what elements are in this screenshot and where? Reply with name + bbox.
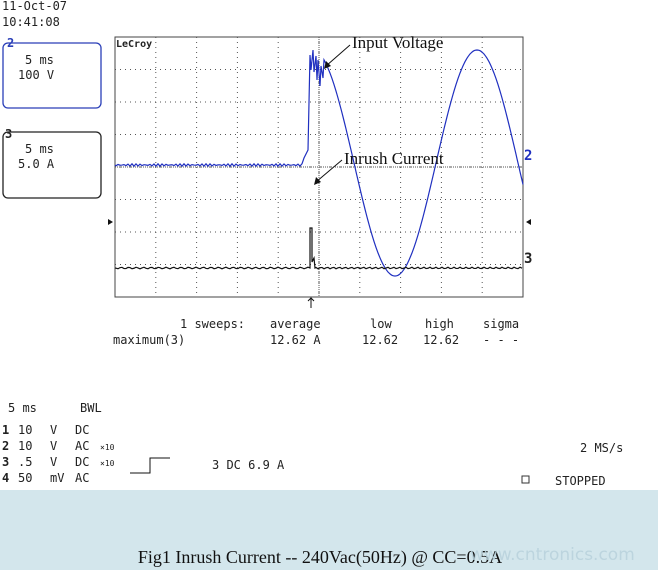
brand: LeCroy <box>116 39 152 50</box>
settings: 1 10 V DC 2 10 V AC ×10 3 .5 V DC ×10 4 50 mV AC <box>2 423 115 485</box>
timebase: 5 ms <box>25 142 54 156</box>
date: 11-Oct-07 <box>2 0 67 13</box>
current-trace <box>114 227 523 270</box>
graticule <box>114 36 524 298</box>
scale: 5.0 A <box>18 157 55 171</box>
channel-setting: 10 <box>18 439 32 453</box>
scale: 100 V <box>18 68 54 82</box>
voltage-trace <box>114 49 524 277</box>
channel-number: 3 <box>5 127 12 141</box>
timebase: 5 ms <box>25 53 54 67</box>
channel-setting: ×10 <box>100 459 115 468</box>
bandwidth: BWL <box>80 401 102 415</box>
trace-marker: 2 <box>524 148 532 164</box>
stat-header: average <box>270 317 321 331</box>
channel-setting: 4 <box>2 471 9 485</box>
annotation-arrow <box>315 159 343 183</box>
stat-value: - - - <box>483 333 519 347</box>
channel-setting: DC <box>75 455 89 469</box>
trigger-edge <box>130 457 170 474</box>
channel-setting: mV <box>50 471 64 485</box>
stat-value: maximum(3) <box>113 333 185 347</box>
stat-header: high <box>425 317 454 331</box>
channel-setting: 2 <box>2 439 9 453</box>
annotation-arrow <box>325 44 351 67</box>
channel-box <box>2 131 102 199</box>
arrow-head <box>314 177 321 185</box>
channel-number: 2 <box>7 36 14 50</box>
channel-box <box>2 42 102 109</box>
trace-marker: 3 <box>524 251 532 267</box>
annotation: Input Voltage <box>352 33 443 52</box>
channel-setting: 50 <box>18 471 32 485</box>
status: STOPPED <box>555 474 606 488</box>
stat-header: low <box>370 317 392 331</box>
stat-value: 12.62 <box>362 333 398 347</box>
channel-setting: AC <box>75 471 89 485</box>
level-marker <box>108 219 113 225</box>
sample-rate: 2 MS/s <box>580 441 623 455</box>
caption: Fig1 Inrush Current -- 240Vac(50Hz) @ CC… <box>138 547 502 568</box>
level-marker <box>526 219 531 225</box>
channel-setting: 1 <box>2 423 9 437</box>
timebase: 5 ms <box>8 401 37 415</box>
channel-setting: V <box>50 439 57 453</box>
time: 10:41:08 <box>2 15 60 29</box>
stat-value: 12.62 <box>423 333 459 347</box>
watermark: www.cntronics.com <box>470 545 635 565</box>
stat-header: 1 sweeps: <box>180 317 245 331</box>
stat-header: sigma <box>483 317 519 331</box>
annotation: Inrush Current <box>344 149 444 168</box>
trigger: 3 DC 6.9 A <box>212 458 285 472</box>
channel-setting: 3 <box>2 455 9 469</box>
channel-setting: .5 <box>18 455 32 469</box>
trigger-position <box>307 297 315 308</box>
channel-setting: V <box>50 423 57 437</box>
channel-setting: V <box>50 455 57 469</box>
arrow-head <box>324 61 331 69</box>
channel-setting: 10 <box>18 423 32 437</box>
statistics: 1 sweeps: average low high sigma maximum(3) 12… <box>113 317 519 347</box>
channel-setting: DC <box>75 423 89 437</box>
stat-value: 12.62 A <box>270 333 321 347</box>
status-box <box>521 475 530 484</box>
channel-setting: AC <box>75 439 89 453</box>
channel-setting: ×10 <box>100 443 115 452</box>
caption-band <box>0 490 658 570</box>
